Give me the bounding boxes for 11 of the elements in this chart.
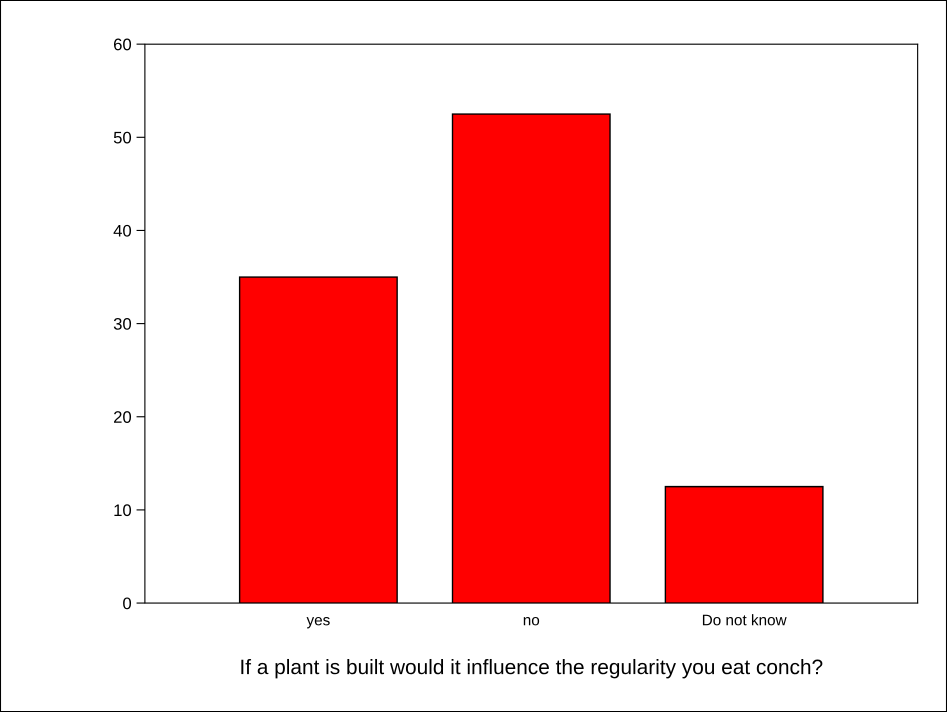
y-tick-label: 60 — [114, 38, 132, 50]
y-tick-label: 30 — [114, 318, 132, 330]
y-tick-label: 50 — [114, 132, 132, 144]
x-tick-label: Do not know — [702, 614, 787, 626]
y-tick-label: 20 — [114, 411, 132, 423]
x-axis-title: If a plant is built would it influence the regularity you eat conch? — [241, 658, 822, 678]
y-tick-label: 0 — [123, 597, 132, 610]
y-tick-label: 40 — [114, 224, 132, 237]
y-tick-label: 10 — [114, 504, 132, 516]
x-tick-label: yes — [306, 617, 330, 628]
x-tick-label: no — [524, 617, 540, 626]
